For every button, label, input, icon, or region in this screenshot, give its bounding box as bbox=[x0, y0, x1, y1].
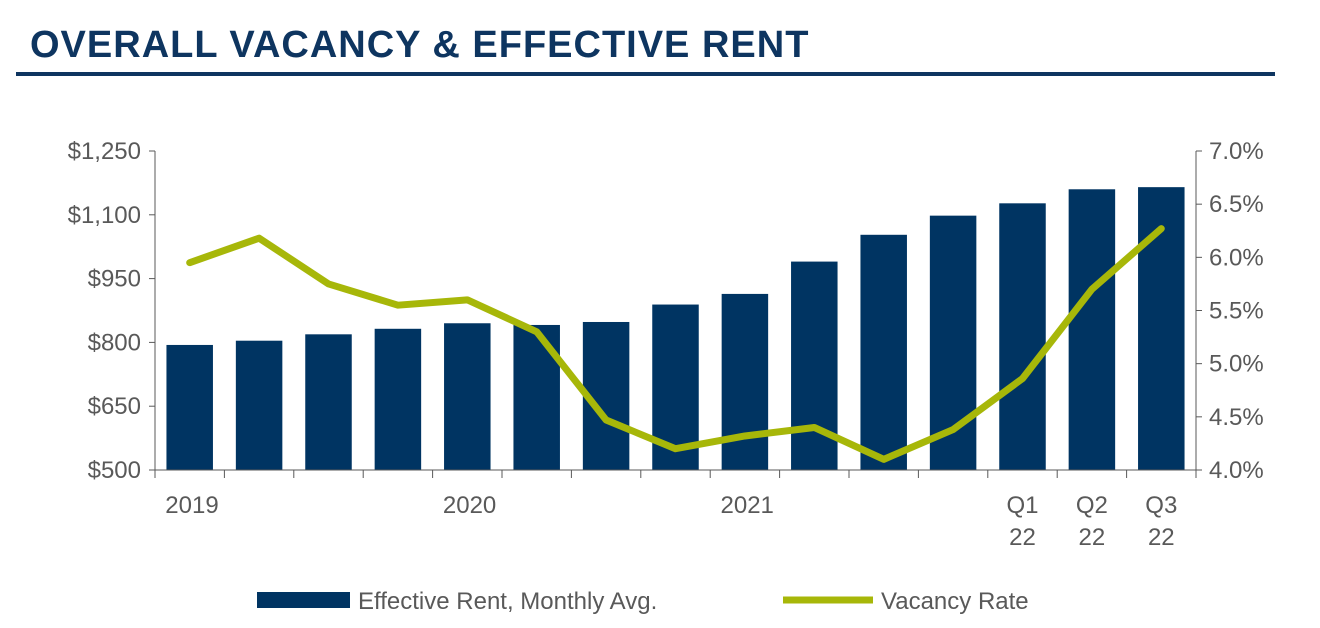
right-tick-label: 5.0% bbox=[1209, 351, 1264, 378]
right-tick-label: 4.0% bbox=[1209, 457, 1264, 484]
left-tick-label: $650 bbox=[88, 393, 141, 420]
legend: Effective Rent, Monthly Avg. Vacancy Rate bbox=[257, 588, 1029, 615]
line-series bbox=[186, 225, 1165, 463]
rent-bar bbox=[444, 323, 491, 470]
rent-bar bbox=[235, 340, 283, 470]
x-tick-label: 22 bbox=[1148, 524, 1175, 551]
left-tick-label: $800 bbox=[88, 329, 141, 356]
rent-bar bbox=[374, 328, 422, 470]
vacancy-line bbox=[186, 225, 1165, 463]
x-tick-label: Q3 bbox=[1145, 492, 1177, 519]
x-tick-label: Q2 bbox=[1076, 492, 1108, 519]
x-axis: 2019 2020 2021 Q1 22 Q2 22 Q3 22 bbox=[154, 469, 1197, 551]
left-axis: $500 $650 $800 $950 $1,100 $1,250 bbox=[68, 138, 156, 484]
rent-bar bbox=[999, 203, 1046, 471]
left-tick-label: $1,100 bbox=[68, 202, 141, 229]
x-tick-label: 2019 bbox=[165, 492, 218, 519]
legend-label-rent: Effective Rent, Monthly Avg. bbox=[358, 588, 657, 615]
legend-swatch-rent bbox=[257, 592, 350, 608]
rent-bar bbox=[166, 344, 213, 470]
x-tick-label: 2020 bbox=[443, 492, 496, 519]
title-rule bbox=[16, 72, 1275, 76]
right-tick-label: 5.5% bbox=[1209, 298, 1264, 325]
rent-bar bbox=[513, 324, 560, 470]
x-tick-label: Q1 bbox=[1006, 492, 1038, 519]
rent-bar bbox=[1138, 187, 1185, 471]
left-tick-label: $950 bbox=[88, 266, 141, 293]
bar-series bbox=[166, 187, 1185, 471]
right-tick-label: 4.5% bbox=[1209, 404, 1264, 431]
right-axis: 4.0% 4.5% 5.0% 5.5% 6.0% 6.5% 7.0% bbox=[1195, 138, 1264, 484]
x-tick-label: 2021 bbox=[721, 492, 774, 519]
right-tick-label: 7.0% bbox=[1209, 138, 1264, 165]
rent-bar bbox=[721, 293, 769, 470]
right-tick-label: 6.0% bbox=[1209, 244, 1264, 271]
right-tick-label: 6.5% bbox=[1209, 191, 1264, 218]
rent-bar bbox=[305, 334, 352, 470]
legend-label-vacancy: Vacancy Rate bbox=[881, 588, 1029, 615]
x-tick-label: 22 bbox=[1009, 524, 1036, 551]
page-title: OVERALL VACANCY & EFFECTIVE RENT bbox=[30, 24, 810, 66]
left-tick-label: $1,250 bbox=[68, 138, 141, 165]
rent-bar bbox=[1068, 189, 1116, 470]
rent-bar bbox=[860, 234, 907, 470]
x-tick-label: 22 bbox=[1079, 524, 1106, 551]
left-tick-label: $500 bbox=[88, 457, 141, 484]
